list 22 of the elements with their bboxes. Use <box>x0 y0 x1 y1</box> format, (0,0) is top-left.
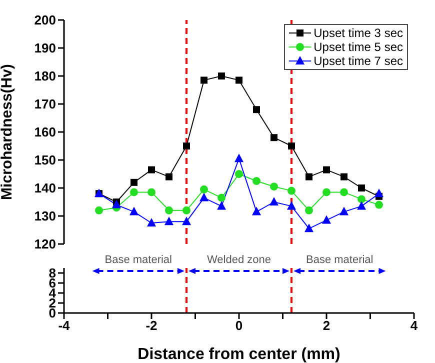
x-axis-title: Distance from center (mm) <box>138 346 340 363</box>
y-tick-label: 190 <box>34 40 56 56</box>
text: Welded zone <box>206 254 272 266</box>
y-tick-label: 170 <box>34 96 56 112</box>
text: Base material <box>306 254 374 266</box>
y-tick-label: 180 <box>34 68 56 84</box>
x-tick-label: 2 <box>322 318 330 334</box>
x-tick-label: 0 <box>235 318 243 334</box>
y-tick-label: 150 <box>34 152 56 168</box>
legend-label: Upset time 7 sec <box>314 54 403 68</box>
y-tick-label: 140 <box>34 180 56 196</box>
y-tick-label: 160 <box>34 124 56 140</box>
y-tick-label: 120 <box>34 236 56 252</box>
text: Base material <box>104 254 172 266</box>
y-tick-label: 130 <box>34 208 56 224</box>
x-tick-label: 4 <box>410 318 418 334</box>
legend-label: Upset time 5 sec <box>314 40 403 54</box>
x-tick-label: -2 <box>146 318 158 334</box>
y-axis-title: Microhardness(Hv) <box>0 64 16 200</box>
y-tick-label: 200 <box>34 12 56 28</box>
x-tick-label: -4 <box>58 318 71 334</box>
legend-label: Upset time 3 sec <box>314 26 403 40</box>
